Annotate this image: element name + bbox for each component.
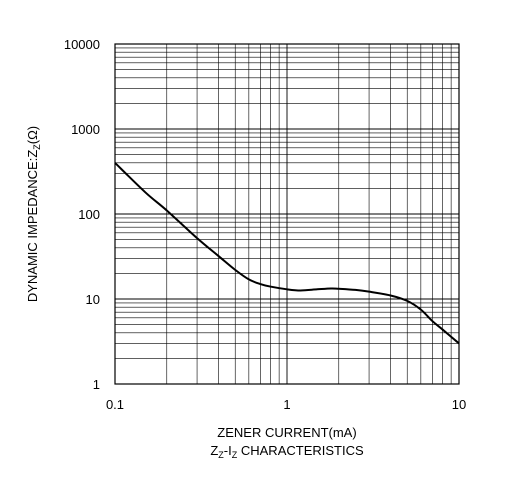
x-tick-label: 0.1 [106, 397, 124, 412]
y-tick-label: 100 [78, 207, 100, 222]
y-tick-labels: 1 10 100 1000 10000 [64, 37, 100, 392]
caption-i-sub: Z [232, 450, 238, 460]
y-tick-label: 10000 [64, 37, 100, 52]
chart-caption: ZZ-IZ CHARACTERISTICS [210, 443, 364, 460]
ylabel-unit: (Ω) [25, 126, 40, 144]
impedance-curve [114, 162, 460, 345]
x-tick-labels: 0.1 1 10 [106, 397, 466, 412]
x-tick-label: 1 [283, 397, 290, 412]
grid-lines [114, 43, 460, 385]
y-axis-title: DYNAMIC IMPEDANCE:ZZ(Ω) [25, 126, 42, 302]
y-tick-label: 10 [86, 292, 100, 307]
caption-rest: CHARACTERISTICS [237, 443, 364, 458]
ylabel-main: DYNAMIC IMPEDANCE:Z [25, 150, 40, 302]
x-axis-title: ZENER CURRENT(mA) [217, 425, 356, 440]
y-tick-label: 1000 [71, 122, 100, 137]
ylabel-sub: Z [32, 144, 42, 150]
caption-dash-i: -I [224, 443, 232, 458]
caption-z-sub: Z [218, 450, 224, 460]
x-tick-label: 10 [452, 397, 466, 412]
y-tick-label: 1 [93, 377, 100, 392]
plot-frame [114, 43, 460, 385]
caption-z: Z [210, 443, 218, 458]
